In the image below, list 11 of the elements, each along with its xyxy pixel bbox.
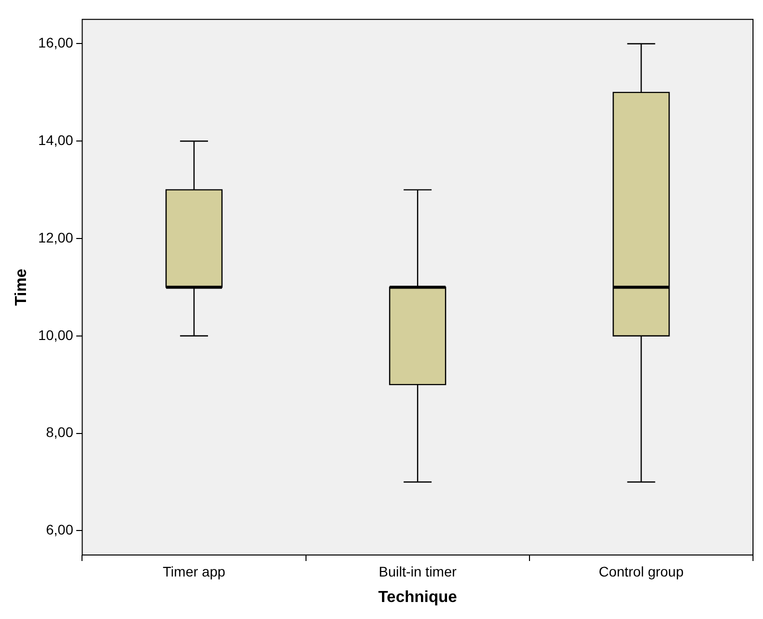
x-tick-label: Built-in timer bbox=[378, 563, 457, 580]
x-tick-label: Control group bbox=[598, 563, 684, 580]
y-tick-label: 12,00 bbox=[38, 229, 74, 246]
y-tick-label: 14,00 bbox=[38, 132, 74, 148]
y-tick-label: 16,00 bbox=[38, 34, 74, 51]
y-tick-label: 6,00 bbox=[46, 522, 74, 538]
x-axis-title: Technique bbox=[378, 588, 458, 606]
y-tick-label: 8,00 bbox=[46, 424, 74, 440]
x-tick-label: Timer app bbox=[162, 563, 226, 580]
y-tick-label: 10,00 bbox=[38, 326, 74, 343]
y-axis-title: Time bbox=[13, 268, 30, 306]
